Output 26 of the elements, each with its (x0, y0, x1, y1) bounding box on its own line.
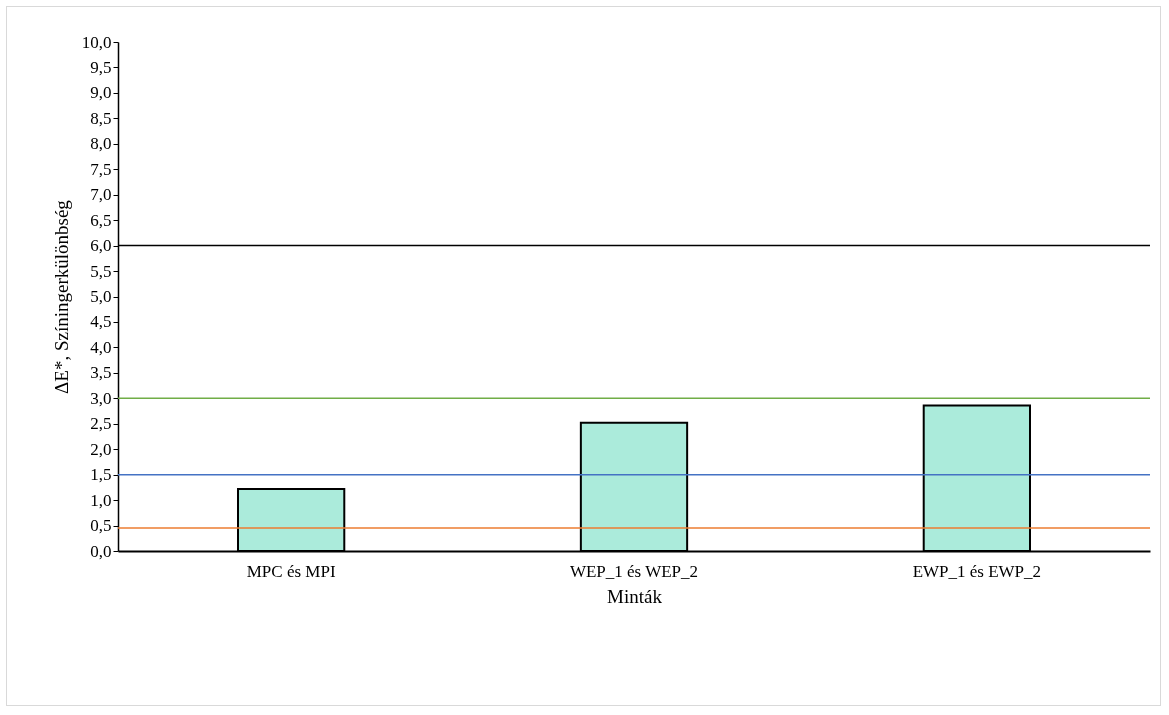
y-tick-label: 5,0 (90, 287, 112, 306)
x-tick-label: MPC és MPI (246, 561, 336, 581)
y-tick-label: 2,0 (90, 439, 112, 459)
y-tick-label: 6,5 (90, 210, 112, 230)
y-tick-label: 0,0 (90, 541, 112, 561)
y-tick-label: 9,5 (90, 57, 112, 77)
y-tick-label: 2,5 (90, 414, 112, 434)
x-tick-label: WEP_1 és WEP_2 (569, 561, 699, 581)
y-tick-label: 7,5 (90, 159, 112, 179)
y-tick-label: 5,5 (90, 261, 112, 281)
y-tick-label: 6,0 (90, 236, 112, 256)
y-tick-label: 8,5 (90, 108, 112, 128)
y-tick-label: 10,0 (81, 32, 112, 52)
y-tick-label: 3,0 (90, 388, 112, 408)
x-tick-label: EWP_1 és EWP_2 (912, 561, 1042, 581)
y-axis-title: ΔE*, Színingerkülönbség (50, 199, 72, 394)
y-tick-label: 4,0 (90, 337, 112, 357)
y-tick-label: 0,5 (90, 516, 112, 536)
y-tick-label: 7,0 (90, 185, 112, 205)
y-tick-label: 3,5 (90, 363, 112, 383)
y-tick-label: 9,0 (90, 83, 112, 103)
y-tick-label: 1,5 (90, 465, 112, 485)
y-tick-label: 4,5 (90, 312, 112, 332)
x-axis-title: Minták (607, 585, 663, 607)
y-tick-label: 8,0 (90, 134, 112, 154)
y-tick-label: 1,0 (90, 490, 112, 510)
